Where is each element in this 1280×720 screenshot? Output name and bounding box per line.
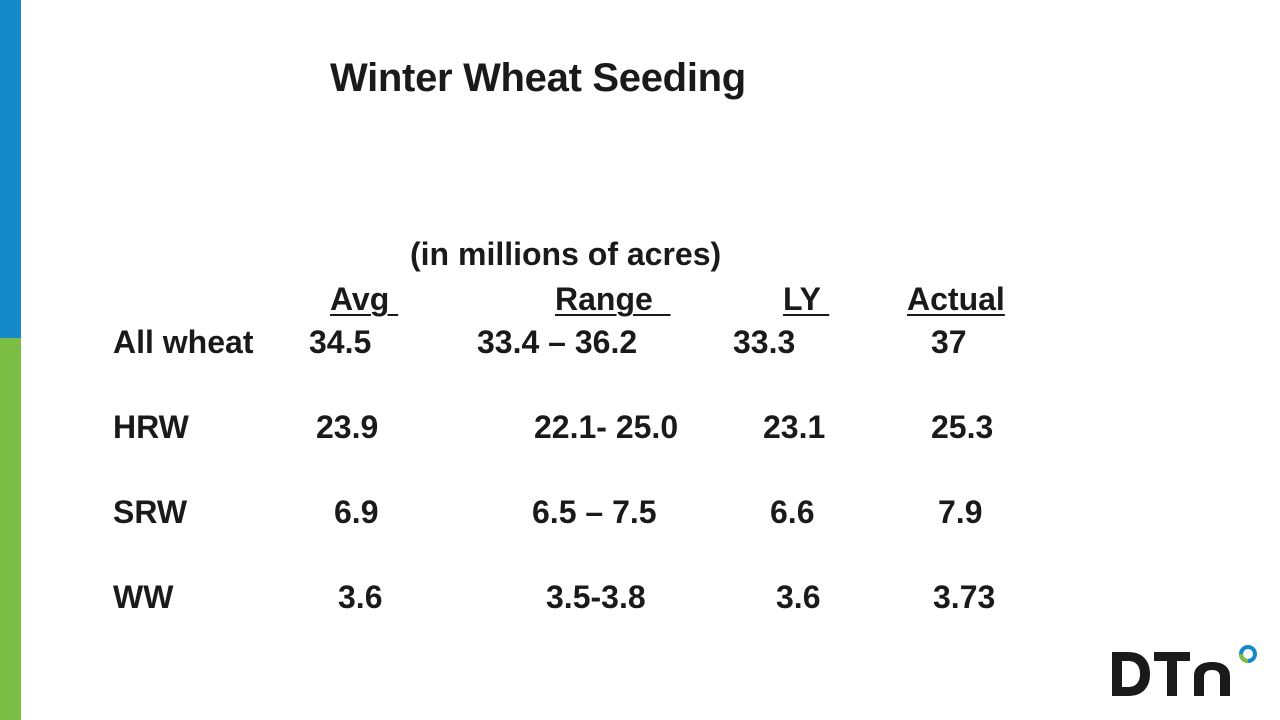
row-ly: 23.1 — [763, 409, 826, 445]
row-label: WW — [113, 579, 174, 615]
row-actual: 37 — [931, 324, 967, 360]
row-actual: 7.9 — [938, 494, 983, 530]
accent-bar-blue — [0, 0, 21, 338]
slide-title: Winter Wheat Seeding — [330, 56, 746, 100]
row-ly: 3.6 — [776, 579, 821, 615]
row-label: SRW — [113, 494, 188, 530]
row-ly: 6.6 — [770, 494, 815, 530]
row-range: 22.1- 25.0 — [534, 409, 679, 445]
row-avg: 34.5 — [309, 324, 372, 360]
accent-bar-green — [0, 338, 21, 720]
header-actual: Actual — [907, 281, 1005, 317]
row-actual: 3.73 — [933, 579, 996, 615]
row-avg: 6.9 — [334, 494, 379, 530]
row-avg: 3.6 — [338, 579, 383, 615]
dtn-logo-icon — [1112, 645, 1257, 696]
header-ly: LY — [783, 281, 830, 317]
row-range: 33.4 – 36.2 — [477, 324, 638, 360]
row-range: 6.5 – 7.5 — [532, 494, 657, 530]
row-ly: 33.3 — [733, 324, 796, 360]
slide-subtitle: (in millions of acres) — [410, 236, 722, 272]
row-label: HRW — [113, 409, 189, 445]
row-range: 3.5-3.8 — [546, 579, 646, 615]
row-actual: 25.3 — [931, 409, 994, 445]
row-label: All wheat — [113, 324, 254, 360]
header-avg: Avg — [330, 281, 399, 317]
row-avg: 23.9 — [316, 409, 379, 445]
header-range: Range — [555, 281, 671, 317]
